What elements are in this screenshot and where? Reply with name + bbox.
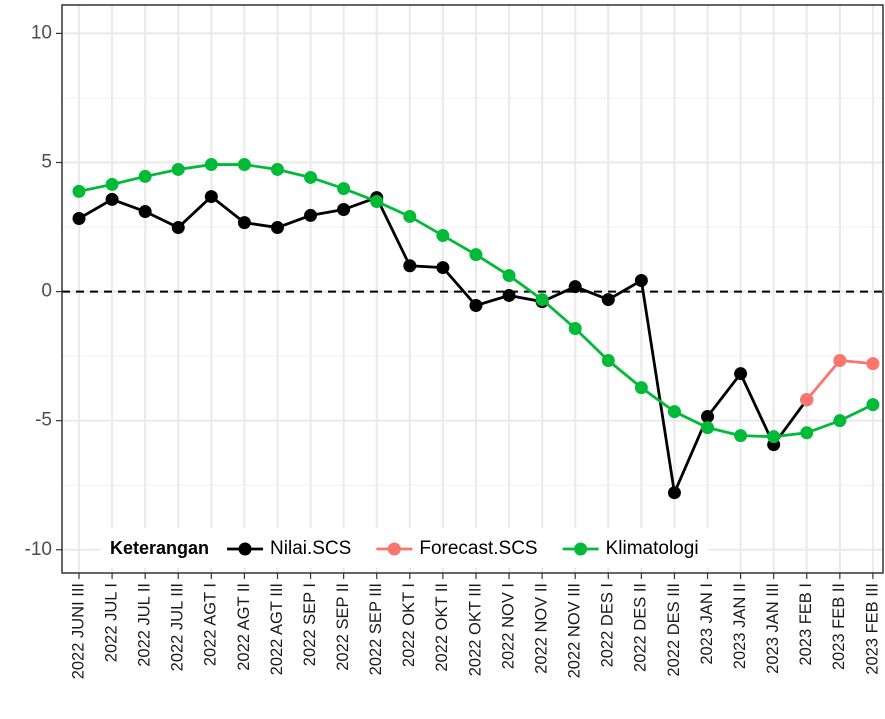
legend-label: Klimatologi [606, 538, 699, 559]
point [601, 293, 615, 307]
point [767, 430, 781, 444]
point [800, 393, 814, 407]
point [502, 288, 516, 302]
point [138, 205, 152, 219]
x-tick-label: 2022 NOV III [566, 583, 584, 678]
point [304, 170, 318, 184]
x-tick-label: 2023 JAN II [731, 583, 749, 669]
point [72, 184, 86, 198]
x-tick-label: 2022 AGT I [202, 583, 220, 666]
legend-label: Nilai.SCS [270, 538, 351, 559]
x-tick-label: 2023 JAN III [764, 583, 782, 674]
point [403, 209, 417, 223]
point [734, 367, 748, 381]
y-tick-label: -5 [35, 410, 52, 431]
point [866, 398, 880, 412]
y-tick-label: 0 [41, 281, 52, 302]
x-tick-label: 2022 JUL II [136, 583, 154, 667]
x-tick-label: 2022 SEP III [367, 583, 385, 675]
x-tick-label: 2022 JUL III [169, 583, 187, 671]
x-tick-label: 2022 NOV I [499, 583, 517, 669]
panel-border [61, 4, 884, 574]
y-tick-label: 5 [41, 152, 52, 173]
point [568, 322, 582, 336]
x-tick-label: 2022 DES III [665, 583, 683, 677]
x-tick-label: 2023 FEB II [830, 583, 848, 670]
x-tick-label: 2022 JUNI III [69, 583, 87, 679]
x-tick-label: 2022 OKT III [466, 583, 484, 676]
x-tick-label: 2022 SEP II [334, 583, 352, 671]
point [502, 269, 516, 283]
point [304, 208, 318, 222]
point [701, 410, 715, 424]
x-tick-label: 2023 FEB I [797, 583, 815, 666]
legend-key-point [387, 542, 401, 556]
x-tick-label: 2022 SEP I [301, 583, 319, 666]
point [734, 429, 748, 443]
legend-key-point [574, 542, 588, 556]
x-tick-label: 2023 FEB III [863, 583, 881, 675]
point [535, 293, 549, 307]
y-tick-label: 10 [31, 22, 52, 43]
point [568, 280, 582, 294]
legend: Keterangan Nilai.SCS Forecast.SCS Klimatolo… [100, 528, 709, 568]
point [833, 354, 847, 368]
point [436, 229, 450, 243]
point [337, 202, 351, 216]
point [403, 259, 417, 273]
point [105, 177, 119, 191]
point [237, 158, 251, 172]
x-tick-label: 2022 AGT II [235, 583, 253, 671]
point [866, 357, 880, 371]
point [204, 158, 218, 172]
point [105, 192, 119, 206]
x-tick-label: 2022 DES II [632, 583, 650, 672]
point [601, 354, 615, 368]
point [138, 169, 152, 183]
point [469, 248, 483, 262]
point [701, 421, 715, 435]
legend-title: Keterangan [110, 538, 209, 558]
point [469, 299, 483, 313]
point [337, 182, 351, 196]
point [667, 486, 681, 500]
y-tick-label: -10 [25, 539, 52, 560]
point [171, 221, 185, 235]
point [270, 221, 284, 235]
x-tick-label: 2022 OKT I [400, 583, 418, 667]
x-tick-label: 2023 JAN I [698, 583, 716, 665]
point [370, 194, 384, 208]
point [634, 273, 648, 287]
point [171, 162, 185, 176]
point [204, 190, 218, 204]
point [634, 381, 648, 395]
x-tick-label: 2022 NOV II [532, 583, 550, 674]
legend-label: Forecast.SCS [419, 538, 537, 559]
x-tick-label: 2022 JUL I [102, 583, 120, 662]
point [237, 216, 251, 230]
point [436, 261, 450, 275]
x-tick-label: 2022 DES I [599, 583, 617, 667]
legend-key-point [238, 542, 252, 556]
point [270, 162, 284, 176]
point [72, 212, 86, 226]
point [667, 405, 681, 419]
x-tick-label: 2022 OKT II [433, 583, 451, 672]
x-tick-label: 2022 AGT III [268, 583, 286, 675]
point [800, 426, 814, 440]
point [833, 414, 847, 428]
